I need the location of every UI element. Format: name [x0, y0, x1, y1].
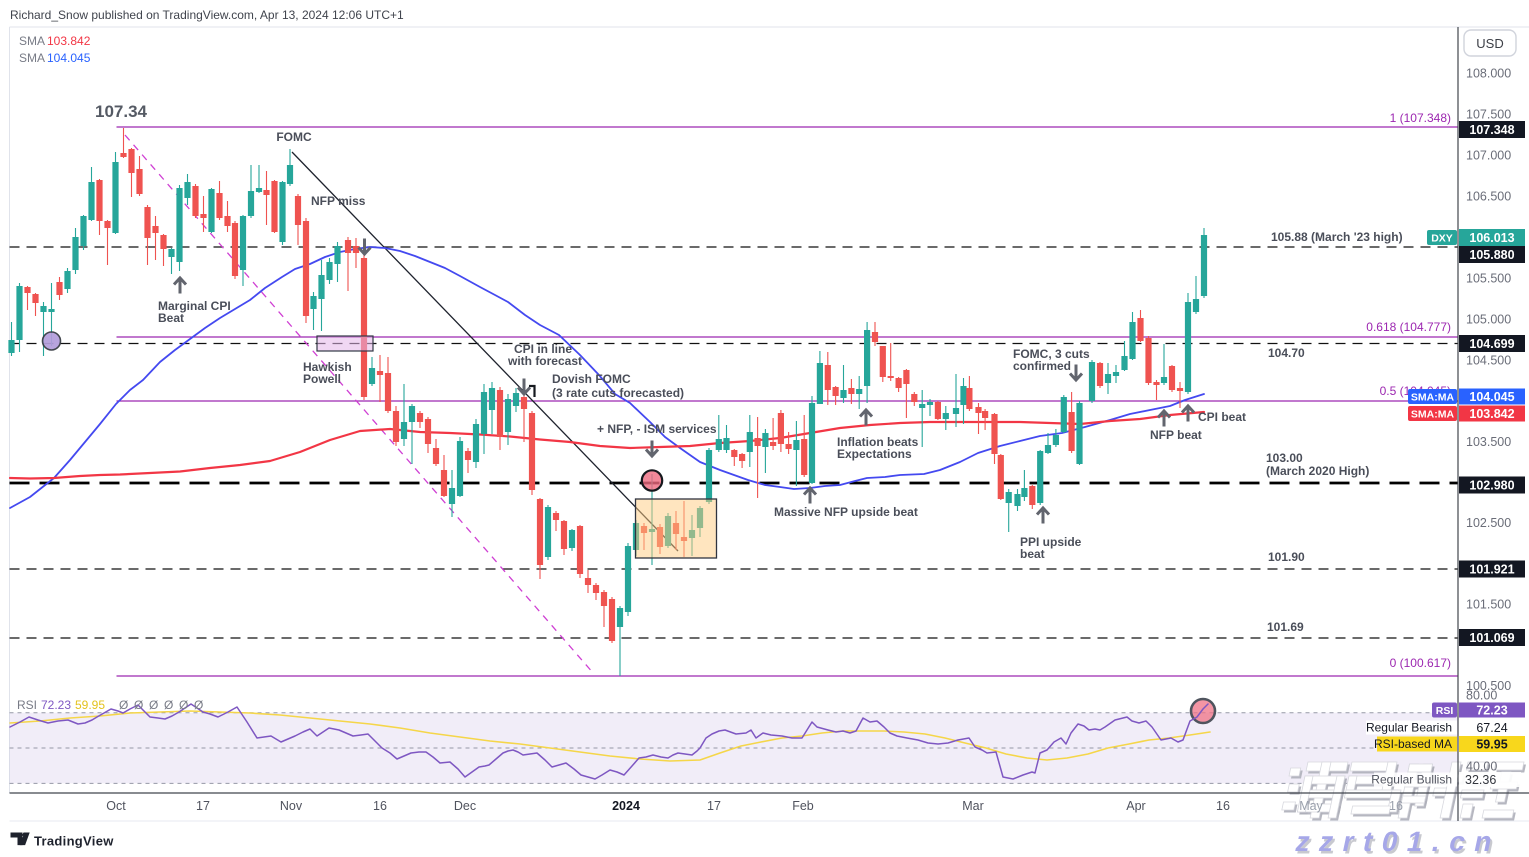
svg-text:USD: USD [1476, 36, 1503, 51]
svg-text:Expectations: Expectations [837, 447, 912, 461]
svg-text:+ NFP, - ISM services: + NFP, - ISM services [597, 422, 717, 436]
svg-text:RSI: RSI [17, 698, 37, 712]
svg-text:Regular Bearish: Regular Bearish [1366, 721, 1452, 735]
svg-text:(3 rate cuts forecasted): (3 rate cuts forecasted) [552, 386, 684, 400]
svg-text:59.95: 59.95 [1476, 737, 1507, 751]
svg-text:102.980: 102.980 [1469, 478, 1514, 492]
svg-text:80.00: 80.00 [1466, 689, 1497, 703]
svg-text:FOMC, 3 cuts: FOMC, 3 cuts [1013, 347, 1090, 361]
svg-text:1 (107.348): 1 (107.348) [1390, 111, 1451, 125]
svg-text:16: 16 [1216, 799, 1230, 813]
svg-text:104.045: 104.045 [1469, 390, 1514, 404]
svg-text:zzrt01.cn: zzrt01.cn [1295, 828, 1507, 857]
svg-text:2024: 2024 [612, 799, 640, 813]
svg-text:SMA: SMA [19, 51, 45, 65]
svg-text:101.069: 101.069 [1469, 631, 1514, 645]
svg-text:102.500: 102.500 [1466, 516, 1511, 530]
svg-text:101.69: 101.69 [1267, 620, 1304, 634]
svg-text:Regular Bullish: Regular Bullish [1371, 773, 1452, 787]
svg-text:103.500: 103.500 [1466, 435, 1511, 449]
svg-text:105.000: 105.000 [1466, 313, 1511, 327]
svg-text:107.500: 107.500 [1466, 108, 1511, 122]
svg-text:40.00: 40.00 [1466, 760, 1497, 774]
svg-text:Dec: Dec [454, 799, 476, 813]
svg-text:Ø: Ø [179, 698, 188, 712]
svg-text:108.000: 108.000 [1466, 67, 1511, 81]
svg-text:103.00: 103.00 [1266, 451, 1303, 465]
svg-text:17: 17 [707, 799, 721, 813]
svg-text:0.618 (104.777): 0.618 (104.777) [1366, 320, 1451, 334]
svg-text:72.23: 72.23 [1476, 703, 1507, 717]
svg-text:Inflation beats: Inflation beats [837, 435, 919, 449]
svg-text:DXY: DXY [1431, 232, 1453, 244]
svg-text:Nov: Nov [280, 799, 303, 813]
svg-text:101.90: 101.90 [1268, 550, 1305, 564]
svg-text:May: May [1299, 799, 1323, 813]
svg-text:104.70: 104.70 [1268, 346, 1305, 360]
svg-text:59.95: 59.95 [75, 698, 105, 712]
svg-text:17: 17 [196, 799, 210, 813]
svg-text:104.699: 104.699 [1469, 337, 1514, 351]
svg-text:Beat: Beat [158, 311, 184, 325]
svg-text:Ø: Ø [119, 698, 128, 712]
svg-text:Ø: Ø [164, 698, 173, 712]
svg-text:Ø: Ø [194, 698, 203, 712]
svg-text:Feb: Feb [792, 799, 814, 813]
svg-text:101.921: 101.921 [1469, 562, 1514, 576]
svg-text:101.500: 101.500 [1466, 598, 1511, 612]
svg-text:Richard_Snow published on Trad: Richard_Snow published on TradingView.co… [10, 8, 404, 22]
svg-text:(March 2020 High): (March 2020 High) [1266, 464, 1369, 478]
svg-text:0 (100.617): 0 (100.617) [1390, 656, 1451, 670]
svg-text:100.500: 100.500 [1466, 679, 1511, 693]
svg-text:Hawkish: Hawkish [303, 360, 352, 374]
svg-text:with forecast: with forecast [507, 354, 582, 368]
svg-text:Ø: Ø [134, 698, 143, 712]
svg-text:105.88 (March '23 high): 105.88 (March '23 high) [1271, 230, 1403, 244]
svg-text:Powell: Powell [303, 372, 341, 386]
svg-text:SMA:MA: SMA:MA [1411, 391, 1455, 403]
svg-text:TradingView: TradingView [34, 834, 114, 849]
svg-text:CPI beat: CPI beat [1198, 410, 1246, 424]
svg-text:Apr: Apr [1126, 799, 1145, 813]
svg-text:RSI: RSI [1436, 705, 1454, 717]
svg-text:106.500: 106.500 [1466, 190, 1511, 204]
svg-text:SMA: SMA [19, 34, 45, 48]
svg-text:PPI upside: PPI upside [1020, 535, 1082, 549]
svg-text:CPI in line: CPI in line [514, 342, 572, 356]
svg-text:103.842: 103.842 [47, 34, 91, 48]
svg-text:Massive NFP upside beat: Massive NFP upside beat [774, 505, 918, 519]
svg-text:107.000: 107.000 [1466, 149, 1511, 163]
svg-text:Marginal CPI: Marginal CPI [158, 299, 231, 313]
svg-text:107.34: 107.34 [95, 102, 148, 121]
svg-text:beat: beat [1020, 547, 1045, 561]
svg-text:105.880: 105.880 [1469, 248, 1514, 262]
svg-text:103.842: 103.842 [1469, 407, 1514, 421]
svg-text:16: 16 [373, 799, 387, 813]
svg-text:FOMC: FOMC [276, 130, 312, 144]
svg-text:zzrt01.cn: zzrt01.cn [1293, 825, 1505, 857]
svg-text:Ø: Ø [149, 698, 158, 712]
svg-text:67.24: 67.24 [1476, 721, 1507, 735]
svg-text:Dovish FOMC: Dovish FOMC [552, 372, 631, 386]
svg-text:72.23: 72.23 [41, 698, 71, 712]
svg-text:RSI-based MA: RSI-based MA [1374, 737, 1452, 751]
svg-text:SMA:MA: SMA:MA [1411, 408, 1455, 420]
svg-text:NFP beat: NFP beat [1150, 428, 1202, 442]
svg-text:Oct: Oct [106, 799, 126, 813]
svg-text:32.36: 32.36 [1465, 773, 1496, 787]
svg-text:106.013: 106.013 [1469, 231, 1514, 245]
svg-text:16: 16 [1389, 799, 1403, 813]
svg-text:107.348: 107.348 [1469, 123, 1514, 137]
svg-text:104.045: 104.045 [47, 51, 91, 65]
svg-text:confirmed: confirmed [1013, 359, 1071, 373]
svg-text:NFP miss: NFP miss [311, 194, 366, 208]
svg-text:104.500: 104.500 [1466, 354, 1511, 368]
svg-text:Mar: Mar [962, 799, 984, 813]
svg-text:105.500: 105.500 [1466, 272, 1511, 286]
